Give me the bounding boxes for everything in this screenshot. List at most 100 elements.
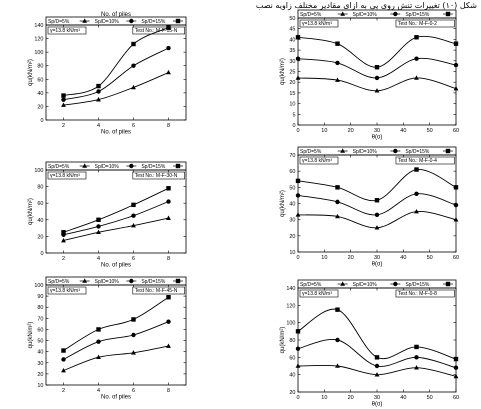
data-point [374, 75, 380, 81]
series-line [297, 308, 457, 360]
x-tick-label: 10 [321, 128, 327, 134]
series-triangle [61, 343, 171, 373]
data-point [374, 88, 380, 93]
data-point [61, 237, 66, 243]
x-axis-label: θ(o) [372, 262, 383, 268]
legend-entry-label: Sp/D=15% [405, 149, 430, 155]
data-point [414, 35, 419, 40]
data-point [414, 167, 419, 172]
series-line [297, 193, 457, 216]
y-tick-label: 40 [289, 202, 295, 208]
data-point [166, 319, 171, 324]
legend-entry-label: Sp/D=5% [300, 149, 322, 155]
y-tick-label: 50 [289, 185, 295, 191]
series-line [63, 47, 169, 101]
unit-weight-box [47, 286, 87, 295]
y-tick-label: 30 [37, 361, 43, 367]
data-point [96, 217, 101, 222]
series-line [63, 217, 169, 241]
series-square [61, 25, 171, 98]
x-tick-label: 2 [62, 123, 65, 129]
data-point [453, 86, 459, 91]
x-tick-label: 0 [296, 395, 299, 401]
y-tick-label: 70 [289, 153, 295, 159]
legend-entry-label: Sp/D=15% [405, 12, 430, 18]
plot-frame [297, 154, 457, 253]
data-point [335, 363, 340, 368]
y-tick-label: 120 [34, 37, 43, 43]
y-tick-label: 20 [289, 80, 295, 86]
data-point [131, 223, 136, 228]
y-tick-label: 20 [37, 104, 43, 110]
x-tick-label: 10 [321, 395, 327, 401]
data-point [61, 97, 66, 102]
legend-marker [445, 11, 451, 17]
x-tick-label: 8 [167, 123, 170, 129]
data-point [414, 191, 419, 196]
legend-entry-label: Sp/D=10% [353, 149, 378, 155]
plot-frame [45, 24, 187, 121]
y-tick-label: 0 [292, 123, 295, 129]
data-point [374, 372, 380, 377]
x-tick-label: 8 [167, 388, 170, 394]
series-square [61, 295, 171, 353]
data-point [166, 45, 171, 51]
series-circle [61, 45, 171, 102]
y-tick-label: 60 [37, 327, 43, 333]
test-number-label: Test No.: M-F-0-2 [398, 21, 437, 27]
series-square [295, 307, 459, 362]
data-point [131, 63, 136, 68]
y-tick-label: 40 [289, 37, 295, 43]
unit-weight-box [299, 156, 339, 165]
y-axis-label: qu(kN/m²) [28, 198, 34, 225]
data-point [131, 332, 136, 338]
data-point [414, 208, 419, 214]
legend: Sp/D=5% Sp/D=10% Sp/D=15% [45, 16, 187, 26]
legend-marker [129, 163, 134, 169]
test-number-box [395, 289, 455, 298]
x-tick-label: 40 [400, 395, 406, 401]
legend: Sp/D=5% Sp/D=10% Sp/D=15% [297, 9, 457, 19]
test-number-box [132, 286, 185, 295]
series-circle [61, 319, 171, 362]
y-tick-label: 100 [34, 283, 43, 289]
legend: Sp/D=5% Sp/D=10% Sp/D=15% [297, 279, 457, 289]
series-triangle [61, 69, 171, 107]
y-tick-label: 20 [289, 234, 295, 240]
x-tick-label: 30 [374, 255, 380, 261]
data-point [295, 178, 301, 184]
unit-weight-label: γ=13.8 kN/m³ [302, 21, 332, 27]
unit-weight-label: γ=13.8 kN/m³ [50, 288, 80, 294]
data-point [96, 229, 101, 235]
series-line [63, 187, 169, 233]
data-point [453, 62, 459, 68]
y-tick-label: 35 [289, 48, 295, 54]
unit-weight-box [47, 26, 87, 35]
data-point [295, 212, 301, 217]
series-square [295, 167, 459, 203]
legend: Sp/D=5% Sp/D=10% Sp/D=15% [45, 161, 187, 171]
x-tick-label: 2 [62, 388, 65, 394]
data-point [61, 367, 66, 373]
data-point [295, 193, 301, 198]
chart-panel-4: Sp/D=5% Sp/D=10% Sp/D=15% 0 5 10 15 20 25 30 35 40 4… [280, 9, 459, 141]
x-tick-label: 40 [400, 255, 406, 261]
x-tick-label: 6 [132, 123, 135, 129]
y-tick-label: 15 [289, 91, 295, 97]
series-line [63, 72, 169, 106]
legend-entry-label: Sp/D=10% [95, 164, 120, 170]
data-point [61, 93, 66, 98]
data-point [374, 225, 380, 230]
data-point [166, 69, 171, 75]
data-point [96, 224, 101, 229]
data-point [414, 56, 419, 61]
legend-marker [393, 11, 398, 17]
legend-marker [340, 281, 346, 286]
data-point [295, 329, 301, 334]
legend-entry-label: Sp/D=5% [48, 19, 70, 25]
legend-marker [340, 11, 346, 16]
y-tick-label: 60 [289, 169, 295, 175]
top-axis-label: No. of piles [101, 12, 131, 18]
